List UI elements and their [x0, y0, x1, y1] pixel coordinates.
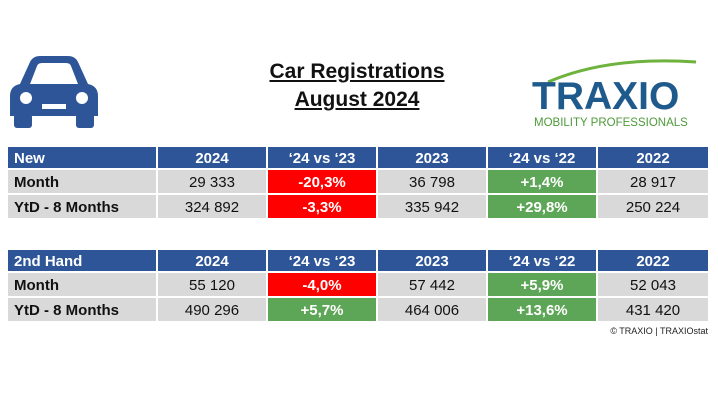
cell: 335 942 [378, 195, 488, 220]
cell: +5,9% [488, 273, 598, 298]
logo: TRAXIO MOBILITY PROFESSIONALS [532, 59, 697, 129]
cell: +1,4% [488, 170, 598, 195]
cell: 431 420 [598, 298, 710, 323]
row: YtD - 8 Months 490 296 +5,7% 464 006 +13,6% 4… [8, 298, 710, 323]
cell: 324 892 [158, 195, 268, 220]
logo-name: TRAXIO [532, 75, 679, 118]
row: Month 55 120 -4,0% 57 442 +5,9% 52 043 [8, 273, 710, 298]
footer: © TRAXIO | TRAXIOstat [610, 326, 708, 336]
header-cell: ‘24 vs ‘22 [488, 250, 598, 273]
header-cell: 2022 [598, 250, 710, 273]
header-cell: 2022 [598, 147, 710, 170]
header-cell: 2023 [378, 147, 488, 170]
header-cell: 2024 [158, 147, 268, 170]
cell: 57 442 [378, 273, 488, 298]
cell: 36 798 [378, 170, 488, 195]
cell: 464 006 [378, 298, 488, 323]
table: New 2024 ‘24 vs ‘23 2023 ‘24 vs ‘22 2022 Month… [8, 147, 710, 220]
cell: -20,3% [268, 170, 378, 195]
row: YtD - 8 Months 324 892 -3,3% 335 942 +29,8% 2… [8, 195, 710, 220]
row: Month 29 333 -20,3% 36 798 +1,4% 28 917 [8, 170, 710, 195]
cell: +13,6% [488, 298, 598, 323]
cell: 52 043 [598, 273, 710, 298]
cell: Month [8, 273, 158, 298]
header-cell: New [8, 147, 158, 170]
subtitle: August 2024 [294, 88, 420, 111]
cell: -3,3% [268, 195, 378, 220]
header-cell: ‘24 vs ‘22 [488, 147, 598, 170]
header-cell: ‘24 vs ‘23 [268, 147, 378, 170]
title: Car Registrations [269, 60, 445, 83]
table: 2nd Hand 2024 ‘24 vs ‘23 2023 ‘24 vs ‘22 2022… [8, 250, 710, 323]
cell: 28 917 [598, 170, 710, 195]
cell: -4,0% [268, 273, 378, 298]
header-row: New 2024 ‘24 vs ‘23 2023 ‘24 vs ‘22 2022 [8, 147, 710, 170]
car-icon [10, 56, 98, 128]
header-cell: 2024 [158, 250, 268, 273]
header-cell: 2nd Hand [8, 250, 158, 273]
header-cell: ‘24 vs ‘23 [268, 250, 378, 273]
header-cell: 2023 [378, 250, 488, 273]
cell: YtD - 8 Months [8, 195, 158, 220]
cell: +5,7% [268, 298, 378, 323]
cell: 55 120 [158, 273, 268, 298]
header-row: 2nd Hand 2024 ‘24 vs ‘23 2023 ‘24 vs ‘22 2022 [8, 250, 710, 273]
cell: +29,8% [488, 195, 598, 220]
cell: Month [8, 170, 158, 195]
cell: 29 333 [158, 170, 268, 195]
logo-tagline: MOBILITY PROFESSIONALS [534, 117, 688, 129]
cell: 250 224 [598, 195, 710, 220]
cell: YtD - 8 Months [8, 298, 158, 323]
cell: 490 296 [158, 298, 268, 323]
